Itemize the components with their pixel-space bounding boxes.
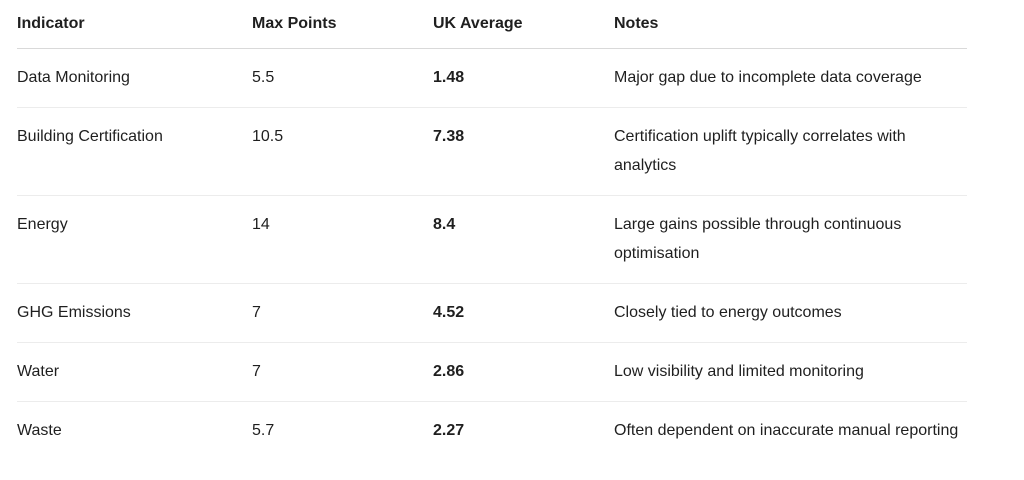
cell-indicator: Energy xyxy=(17,195,252,284)
cell-notes: Closely tied to energy outcomes xyxy=(614,283,967,343)
cell-uk-average: 4.52 xyxy=(433,283,614,343)
table-row: Water 7 2.86 Low visibility and limited … xyxy=(17,342,967,402)
header-max-points: Max Points xyxy=(252,0,433,49)
cell-uk-average: 1.48 xyxy=(433,48,614,108)
table-row: Waste 5.7 2.27 Often dependent on inaccu… xyxy=(17,402,967,461)
cell-notes: Low visibility and limited monitoring xyxy=(614,342,967,402)
cell-notes: Large gains possible through continuous … xyxy=(614,195,967,284)
cell-notes: Certification uplift typically correlate… xyxy=(614,107,967,196)
header-indicator: Indicator xyxy=(17,0,252,49)
table-row: Energy 14 8.4 Large gains possible throu… xyxy=(17,195,967,284)
cell-notes: Major gap due to incomplete data coverag… xyxy=(614,48,967,108)
table-header-row: Indicator Max Points UK Average Notes xyxy=(17,0,967,49)
header-notes: Notes xyxy=(614,0,967,49)
cell-indicator: GHG Emissions xyxy=(17,283,252,343)
cell-indicator: Building Certification xyxy=(17,107,252,196)
cell-max-points: 7 xyxy=(252,342,433,402)
cell-notes: Often dependent on inaccurate manual rep… xyxy=(614,422,959,439)
indicator-table: Indicator Max Points UK Average Notes Da… xyxy=(17,0,967,460)
cell-indicator: Water xyxy=(17,342,252,402)
table-row: Building Certification 10.5 7.38 Certifi… xyxy=(17,107,967,196)
cell-uk-average: 2.86 xyxy=(433,342,614,402)
cell-max-points: 5.7 xyxy=(252,422,275,439)
cell-max-points: 5.5 xyxy=(252,48,433,108)
table-container: Indicator Max Points UK Average Notes Da… xyxy=(17,0,967,460)
cell-indicator: Data Monitoring xyxy=(17,48,252,108)
cell-uk-average: 2.27 xyxy=(433,422,465,439)
cell-indicator: Waste xyxy=(17,422,62,439)
table-row: GHG Emissions 7 4.52 Closely tied to ene… xyxy=(17,283,967,343)
table-row: Data Monitoring 5.5 1.48 Major gap due t… xyxy=(17,48,967,108)
cell-max-points: 14 xyxy=(252,195,433,284)
cell-uk-average: 7.38 xyxy=(433,107,614,196)
cell-uk-average: 8.4 xyxy=(433,195,614,284)
header-uk-average: UK Average xyxy=(433,0,614,49)
cell-max-points: 10.5 xyxy=(252,107,433,196)
cell-max-points: 7 xyxy=(252,283,433,343)
